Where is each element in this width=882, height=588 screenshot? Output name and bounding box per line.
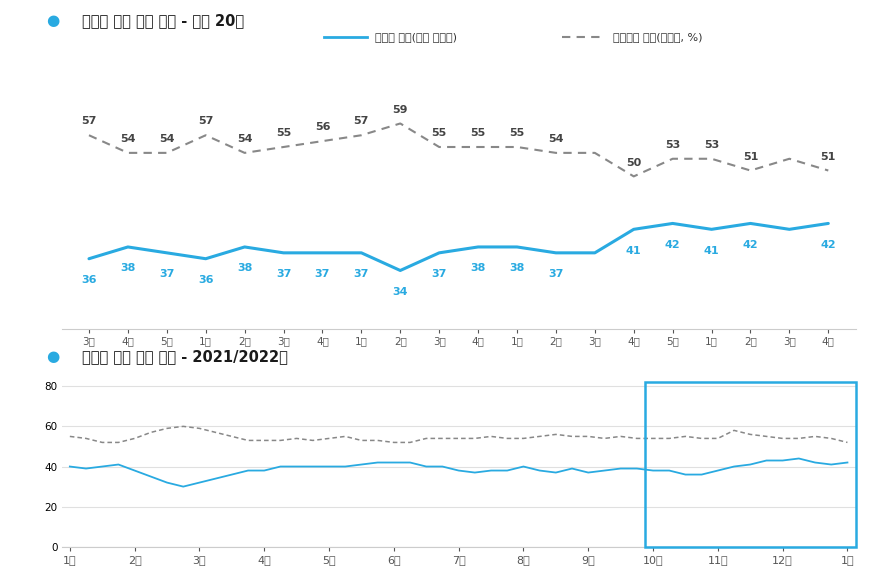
Text: 잘못하고 있다(부정률, %): 잘못하고 있다(부정률, %) bbox=[614, 32, 703, 42]
Text: 53: 53 bbox=[665, 140, 680, 150]
Text: 12월: 12월 bbox=[517, 532, 536, 542]
Text: 37: 37 bbox=[354, 269, 369, 279]
Text: 36: 36 bbox=[81, 275, 97, 285]
Text: 대통령 직무 수행 평가 - 2021/2022년: 대통령 직무 수행 평가 - 2021/2022년 bbox=[82, 349, 288, 365]
Text: 55: 55 bbox=[470, 128, 486, 138]
Text: 41: 41 bbox=[704, 246, 720, 256]
Text: 37: 37 bbox=[549, 269, 564, 279]
Text: 37: 37 bbox=[159, 269, 175, 279]
Bar bbox=[645, 382, 856, 547]
Text: 9월: 9월 bbox=[89, 532, 101, 542]
Text: 34: 34 bbox=[392, 287, 408, 297]
Text: 55: 55 bbox=[510, 128, 525, 138]
Text: 37: 37 bbox=[276, 269, 291, 279]
Text: 38: 38 bbox=[237, 263, 252, 273]
Text: 잘하고 있다(직무 긍정률): 잘하고 있다(직무 긍정률) bbox=[376, 32, 457, 42]
Text: 53: 53 bbox=[704, 140, 719, 150]
Text: 38: 38 bbox=[470, 263, 486, 273]
Text: 59: 59 bbox=[392, 105, 408, 115]
Text: 38: 38 bbox=[120, 263, 136, 273]
Text: 55: 55 bbox=[431, 128, 447, 138]
Text: 36: 36 bbox=[198, 275, 213, 285]
Text: 37: 37 bbox=[315, 269, 330, 279]
Text: 57: 57 bbox=[198, 116, 213, 126]
Text: 54: 54 bbox=[120, 134, 136, 144]
Text: 54: 54 bbox=[159, 134, 175, 144]
Text: 56: 56 bbox=[315, 122, 330, 132]
Text: 41: 41 bbox=[626, 246, 641, 256]
Text: 42: 42 bbox=[820, 240, 836, 250]
Text: 42: 42 bbox=[743, 240, 759, 250]
Text: 54: 54 bbox=[549, 134, 564, 144]
Text: 42: 42 bbox=[665, 240, 681, 250]
Text: 51: 51 bbox=[820, 152, 836, 162]
Text: 11월: 11월 bbox=[362, 532, 381, 542]
Text: ●: ● bbox=[46, 13, 59, 28]
Text: 57: 57 bbox=[81, 116, 97, 126]
Text: ●: ● bbox=[46, 349, 59, 365]
Text: 54: 54 bbox=[237, 134, 252, 144]
Text: 38: 38 bbox=[509, 263, 525, 273]
Text: 51: 51 bbox=[743, 152, 759, 162]
Text: 55: 55 bbox=[276, 128, 291, 138]
Text: 대통령 직무 수행 평가 - 최근 20주: 대통령 직무 수행 평가 - 최근 20주 bbox=[82, 13, 243, 28]
Text: 1월: 1월 bbox=[712, 532, 724, 542]
Text: 10월: 10월 bbox=[206, 532, 225, 542]
Text: 37: 37 bbox=[431, 269, 447, 279]
Text: 57: 57 bbox=[354, 116, 369, 126]
Text: 50: 50 bbox=[626, 158, 641, 168]
